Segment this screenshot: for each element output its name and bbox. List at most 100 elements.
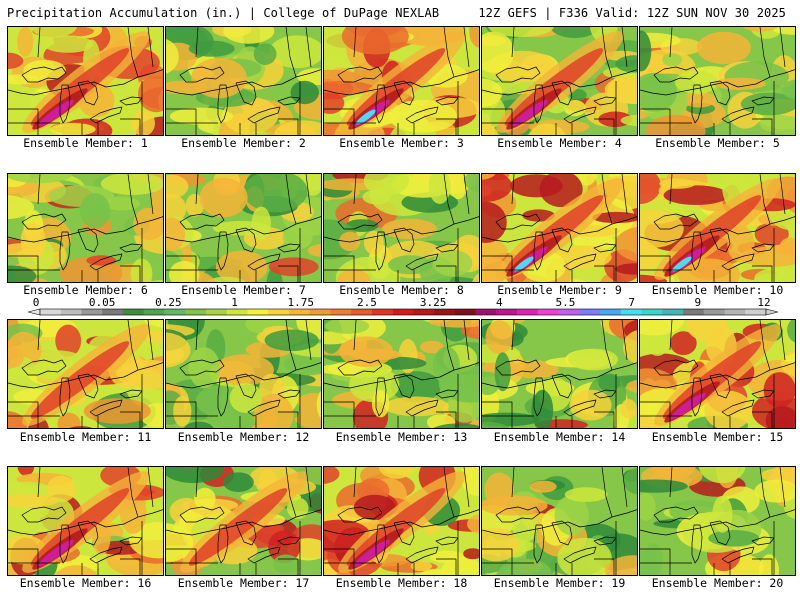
map-boundary-line	[195, 467, 199, 498]
map-boundary-line	[353, 467, 357, 498]
ensemble-member-caption: Ensemble Member: 5	[655, 136, 780, 150]
map-boundary-line	[375, 524, 387, 564]
precip-contour-blob	[529, 480, 557, 493]
precip-contour-blob	[598, 373, 621, 392]
map-boundary-line	[482, 362, 637, 389]
map-boundary-line	[405, 546, 439, 564]
map-boundary-line	[563, 253, 597, 271]
precip-contour-blob	[482, 421, 510, 428]
precip-max-magenta	[512, 99, 548, 127]
ensemble-member-caption: Ensemble Member: 18	[335, 576, 468, 590]
map-boundary-line	[337, 359, 383, 376]
precip-contour-blob	[324, 80, 374, 96]
precip-contour-blob	[576, 174, 598, 186]
colorbar-swatch	[413, 309, 435, 315]
ensemble-member-caption: Ensemble Member: 20	[651, 576, 784, 590]
map-boundary-line	[37, 467, 41, 498]
precip-contour-blob	[339, 336, 394, 367]
precip-contour-blob	[640, 274, 667, 282]
colorbar-tick-label: 5.5	[555, 296, 576, 309]
colorbar-swatch	[164, 309, 186, 315]
colorbar-swatch	[537, 309, 559, 315]
colorbar-tick-label: 1	[231, 296, 238, 309]
precip-contour-blob	[169, 261, 200, 282]
map-boundary-line	[77, 373, 99, 399]
map-boundary-line	[594, 411, 615, 428]
map-boundary-line	[563, 546, 597, 564]
precip-contour-blob	[272, 554, 300, 574]
map-boundary-line	[482, 548, 513, 575]
precip-contour-blob	[307, 244, 321, 257]
ensemble-member-map-2	[165, 26, 322, 136]
precip-contour-blob	[188, 347, 220, 389]
precip-contour-blob	[268, 530, 301, 564]
map-boundary-line	[621, 174, 628, 215]
precip-contour-blob	[696, 31, 751, 65]
map-boundary-line	[435, 243, 459, 253]
precip-contour-blob	[349, 367, 400, 403]
map-boundary-line	[511, 467, 515, 498]
map-boundary-line	[759, 174, 771, 225]
ensemble-member-map-14	[481, 319, 638, 429]
map-boundary-line	[551, 373, 573, 399]
map-boundary-line	[640, 509, 795, 536]
precip-contour-blob	[754, 267, 795, 282]
precip-contour-blob	[646, 114, 706, 135]
map-boundary-line	[217, 377, 229, 417]
precip-contour-blob	[223, 472, 254, 492]
map-boundary-line	[640, 255, 671, 282]
ensemble-member-map-20	[639, 466, 796, 576]
precip-contour-blob	[640, 492, 656, 521]
precip-contour-blob	[482, 201, 507, 243]
precip-contour-blob	[482, 495, 548, 516]
ensemble-member-caption: Ensemble Member: 17	[177, 576, 310, 590]
map-boundary-line	[405, 106, 439, 124]
precip-contour-blob	[188, 40, 235, 57]
precip-contour-blob	[282, 225, 313, 250]
precip-contour-blob	[229, 383, 263, 413]
precip-contour-blob	[482, 174, 496, 180]
map-boundary-line	[482, 108, 513, 135]
precip-contour-blob	[43, 35, 94, 53]
map-boundary-line	[435, 96, 459, 106]
map-boundary-line	[59, 377, 71, 417]
colorbar-swatch	[579, 309, 601, 315]
ensemble-member-map-9	[481, 173, 638, 283]
precip-contour-blob	[564, 487, 608, 502]
colorbar-swatch	[247, 309, 269, 315]
precip-contour-blob	[173, 395, 192, 427]
map-boundary-line	[443, 174, 455, 225]
precip-contour-blob	[166, 332, 191, 368]
ensemble-member-caption: Ensemble Member: 1	[23, 136, 148, 150]
map-boundary-line	[601, 467, 613, 518]
ensemble-member-caption: Ensemble Member: 15	[651, 430, 784, 444]
precip-contour-blob	[8, 265, 37, 282]
map-boundary-line	[37, 27, 41, 58]
precip-contour-blob	[482, 528, 519, 562]
precip-contour-blob	[8, 52, 24, 70]
map-boundary-line	[751, 389, 775, 399]
map-boundary-line	[393, 227, 415, 253]
colorbar-swatch	[288, 309, 310, 315]
map-boundary-line	[443, 27, 455, 78]
ensemble-member-caption: Ensemble Member: 6	[23, 283, 148, 297]
precip-contour-blob	[363, 230, 384, 255]
precip-contour-blob	[296, 320, 321, 340]
precip-contour-blob	[55, 565, 98, 575]
map-boundary-line	[443, 320, 455, 371]
map-boundary-line	[324, 548, 355, 575]
ensemble-member-map-4	[481, 26, 638, 136]
map-boundary-line	[179, 506, 225, 523]
ensemble-member-map-11	[7, 319, 164, 429]
map-boundary-line	[594, 558, 615, 575]
precip-contour-blob	[569, 389, 612, 421]
map-boundary-line	[8, 548, 39, 575]
map-boundary-line	[621, 320, 628, 361]
ensemble-member-caption: Ensemble Member: 13	[335, 430, 468, 444]
precip-contour-blob	[353, 494, 396, 520]
map-boundary-line	[752, 558, 773, 575]
precip-contour-blob	[131, 110, 155, 135]
colorbar-swatch	[205, 309, 227, 315]
precip-contour-blob	[324, 69, 361, 84]
map-boundary-line	[436, 558, 457, 575]
